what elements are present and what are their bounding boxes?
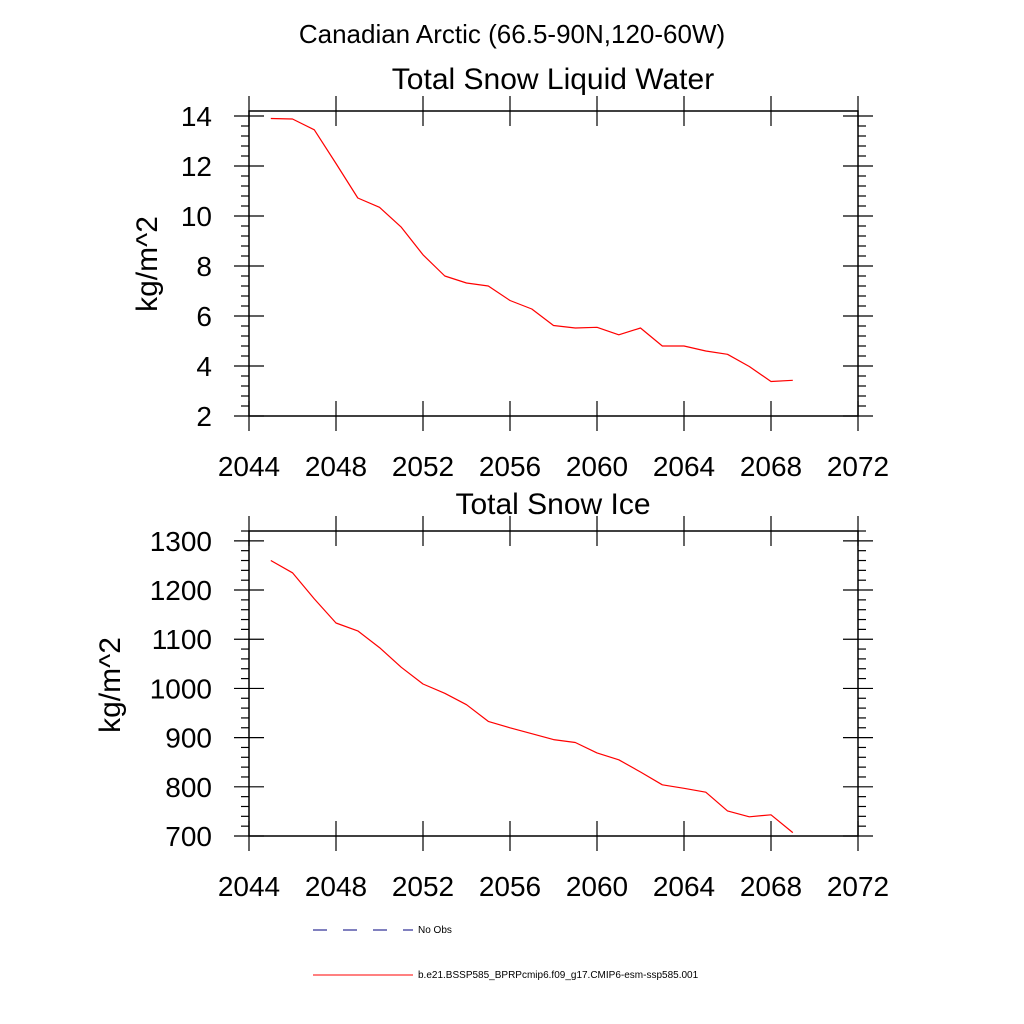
legend-label-model-run: b.e21.BSSP585_BPRPcmip6.f09_g17.CMIP6-es… (418, 970, 699, 981)
x-tick-label: 2068 (740, 451, 802, 482)
y-axis-label: kg/m^2 (131, 216, 164, 312)
x-tick-label: 2048 (305, 871, 367, 902)
y-tick-label: 1200 (150, 575, 212, 606)
x-tick-label: 2068 (740, 871, 802, 902)
figure-suptitle: Canadian Arctic (66.5-90N,120-60W) (299, 19, 725, 49)
panel-snow-ice: Total Snow Ice kg/m^2 2044 2048 2052 2056 20… (94, 488, 889, 902)
panel-snow-liquid-water: Total Snow Liquid Water kg/m^2 2044 2048 2… (131, 63, 889, 482)
y-tick-label: 900 (165, 723, 212, 754)
y-tick-label: 800 (165, 772, 212, 803)
x-tick-label: 2044 (218, 451, 280, 482)
x-tick-label: 2048 (305, 451, 367, 482)
y-tick-label: 1000 (150, 673, 212, 704)
x-tick-label: 2064 (653, 451, 715, 482)
y-tick-label: 700 (165, 821, 212, 852)
x-tick-label: 2064 (653, 871, 715, 902)
y-tick-label: 2 (196, 401, 212, 432)
x-tick-label: 2056 (479, 451, 541, 482)
plot-frame (248, 530, 859, 837)
panel-title: Total Snow Liquid Water (392, 63, 714, 96)
legend-label-no-obs: No Obs (418, 925, 452, 936)
y-tick-label: 1100 (152, 624, 212, 655)
x-tick-label: 2060 (566, 451, 628, 482)
y-tick-label: 14 (181, 101, 212, 132)
y-tick-label: 6 (196, 301, 212, 332)
x-tick-label: 2052 (392, 451, 454, 482)
series-line (270, 559, 794, 834)
x-tick-label: 2052 (392, 871, 454, 902)
x-tick-label: 2072 (827, 871, 889, 902)
y-tick-label: 12 (181, 151, 212, 182)
panel-title: Total Snow Ice (455, 488, 650, 521)
x-tick-label: 2072 (827, 451, 889, 482)
y-tick-label: 8 (196, 251, 212, 282)
x-tick-label: 2056 (479, 871, 541, 902)
axis-ticks: 2044 2048 2052 2056 2060 2064 2068 2072 2 4 6 8 10 12… (181, 96, 889, 482)
series-lines (270, 117, 793, 383)
series-line (270, 117, 793, 383)
y-tick-label: 10 (181, 201, 212, 232)
y-tick-label: 1300 (150, 526, 212, 557)
plot-frame (248, 110, 859, 417)
axis-ticks: 2044 2048 2052 2056 2060 2064 2068 2072 700 800 90… (150, 516, 889, 902)
y-tick-label: 4 (196, 351, 212, 382)
y-axis-label: kg/m^2 (94, 637, 127, 733)
x-tick-label: 2044 (218, 871, 280, 902)
legend: No Obs b.e21.BSSP585_BPRPcmip6.f09_g17.C… (313, 925, 699, 981)
series-lines (270, 559, 794, 834)
x-tick-label: 2060 (566, 871, 628, 902)
